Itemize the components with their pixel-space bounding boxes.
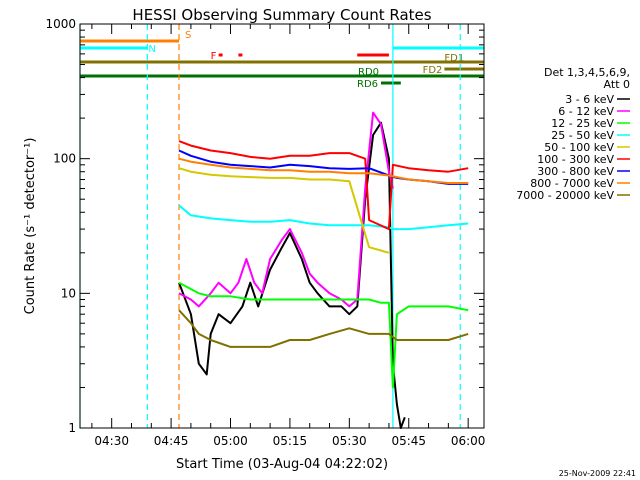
y-tick-label-1: 10	[61, 286, 76, 300]
chart-title: HESSI Observing Summary Count Rates	[132, 6, 431, 24]
flag-label-S: S	[185, 30, 191, 41]
flag-label-F: F	[211, 51, 217, 62]
axes-ticks: 1 10 100 1000 04:30 04:45 05:00 05:15 05:30 05:45…	[45, 17, 485, 448]
legend-label-7: 800 - 7000 keV	[530, 177, 614, 190]
series-line-1	[178, 111, 394, 308]
flag-label-RD0: RD0	[358, 67, 379, 78]
y-tick-label-2: 100	[53, 152, 76, 166]
footer-timestamp: 25-Nov-2009 22:41	[559, 469, 636, 478]
series-line-5	[178, 140, 469, 231]
legend-label-0: 3 - 6 keV	[565, 93, 614, 106]
x-tick-label-6: 06:00	[451, 434, 486, 448]
x-tick-label-2: 05:00	[213, 434, 248, 448]
flag-label-RD6: RD6	[357, 79, 378, 90]
x-tick-label-1: 04:45	[154, 434, 189, 448]
legend-label-5: 100 - 300 keV	[537, 153, 614, 166]
legend-label-3: 25 - 50 keV	[551, 129, 614, 142]
series-line-7	[178, 157, 469, 184]
series-line-2	[178, 281, 469, 389]
series-line-3	[178, 204, 469, 231]
flag-label-FD1: FD1	[444, 53, 464, 64]
x-tick-label-0: 04:30	[94, 434, 129, 448]
legend-title-line-0: Det 1,3,4,5,6,9,	[544, 66, 630, 79]
legend-label-4: 50 - 100 keV	[544, 141, 614, 154]
flag-label-N: N	[148, 44, 155, 55]
series-lines	[178, 111, 469, 429]
legend-title-line-1: Att 0	[604, 78, 630, 91]
series-line-4	[178, 167, 390, 254]
y-tick-label-3: 1000	[45, 17, 76, 31]
x-tick-label-4: 05:30	[332, 434, 367, 448]
x-axis-label: Start Time (03-Aug-04 04:22:02)	[176, 457, 388, 472]
flag-label-FD2: FD2	[423, 65, 443, 76]
y-axis-label: Count Rate (s⁻¹ detector⁻¹)	[23, 138, 38, 315]
plot-frame	[79, 23, 485, 429]
series-line-0	[178, 121, 406, 429]
y-tick-label-0: 1	[68, 421, 76, 435]
series-line-8	[178, 309, 469, 348]
legend-label-8: 7000 - 20000 keV	[516, 189, 614, 202]
legend-label-6: 300 - 800 keV	[537, 165, 614, 178]
x-tick-label-5: 05:45	[391, 434, 426, 448]
x-tick-label-3: 05:15	[273, 434, 308, 448]
legend-label-2: 12 - 25 keV	[551, 117, 614, 130]
legend-label-1: 6 - 12 keV	[558, 105, 614, 118]
